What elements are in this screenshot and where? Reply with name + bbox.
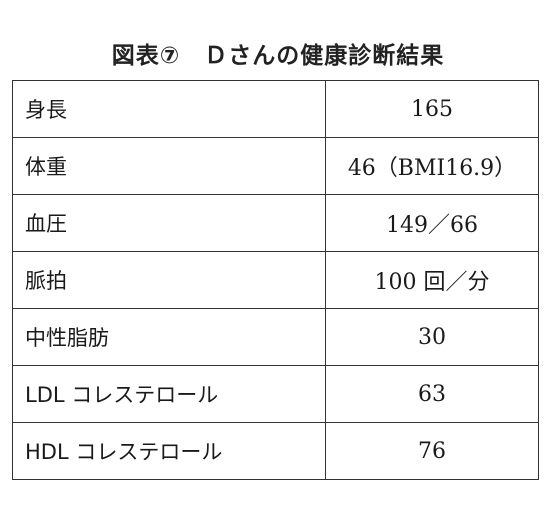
table-row-triglycerides: 中性脂肪 30: [12, 308, 539, 366]
row-value: 165: [325, 80, 539, 138]
row-label: 脈拍: [12, 251, 326, 309]
row-label: 体重: [12, 137, 326, 195]
row-label: 血圧: [12, 194, 326, 252]
row-value: 30: [325, 308, 539, 366]
row-value: 46（BMI16.9）: [325, 137, 539, 195]
figure-title: 図表⑦ Ｄさんの健康診断結果: [111, 43, 445, 69]
row-label: HDL コレステロール: [12, 422, 326, 480]
row-value: 100 回／分: [325, 251, 539, 309]
row-value: 63: [325, 365, 539, 423]
table-row-weight: 体重 46（BMI16.9）: [12, 137, 539, 195]
table-row-pulse: 脈拍 100 回／分: [12, 251, 539, 309]
table-row-hdl-cholesterol: HDL コレステロール 76: [12, 422, 539, 480]
row-value: 76: [325, 422, 539, 480]
row-label: 中性脂肪: [12, 308, 326, 366]
table-row-blood-pressure: 血圧 149／66: [12, 194, 539, 252]
table-row-height: 身長 165: [12, 80, 539, 138]
table-row-ldl-cholesterol: LDL コレステロール 63: [12, 365, 539, 423]
row-value: 149／66: [325, 194, 539, 252]
row-label: LDL コレステロール: [12, 365, 326, 423]
row-label: 身長: [12, 80, 326, 138]
health-checkup-table: 身長 165 体重 46（BMI16.9） 血圧 149／66 脈拍 100 回…: [12, 80, 539, 480]
